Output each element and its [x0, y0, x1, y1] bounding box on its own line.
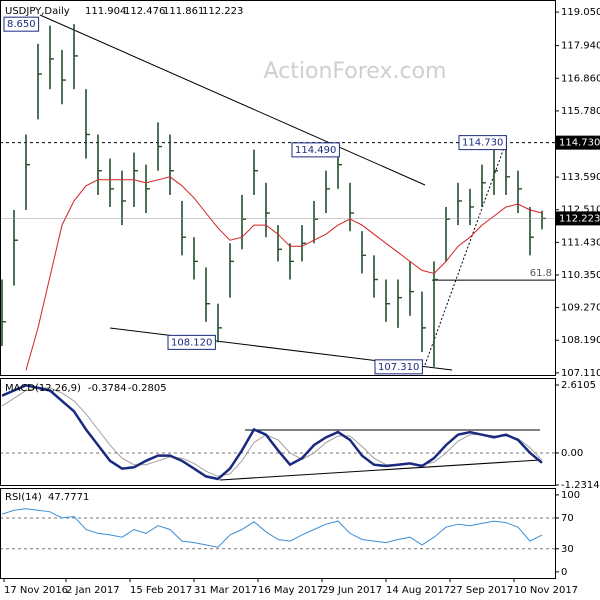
x-tick-label: 16 May 2017: [258, 585, 323, 596]
y-tick-label: 0: [561, 567, 567, 578]
y-tick-label: 119.050: [561, 7, 600, 18]
annotation-box: [291, 142, 340, 158]
annotation-box: [3, 16, 40, 32]
price-box: [556, 211, 600, 226]
y-tick-label: 110.350: [561, 270, 600, 281]
y-tick-label: 113.590: [561, 172, 600, 183]
x-tick-label: 29 Jun 2017: [322, 585, 382, 596]
annotation-label: 8.650: [7, 19, 36, 30]
macd-frame: [0, 378, 556, 486]
annotation-label: 114.730: [462, 138, 503, 149]
y-tick-label: 30: [561, 544, 574, 555]
x-tick-label: 27 Sep 2017: [450, 585, 513, 596]
x-tick-label: 15 Feb 2017: [130, 585, 192, 596]
price-frame: [0, 0, 556, 376]
trend-line: [39, 14, 426, 186]
annotation-box: [167, 334, 216, 350]
x-tick-label: 17 Nov 2016: [4, 585, 68, 596]
watermark: ActionForex.com: [264, 59, 447, 84]
rsi-title: RSI(14): [5, 492, 42, 503]
x-tick-label: 31 Mar 2017: [194, 585, 257, 596]
y-tick-label: 70: [561, 513, 574, 524]
macd-value: -0.3784: [88, 383, 127, 394]
y-tick-label: 2.6105: [561, 380, 596, 391]
y-tick-label: 112.510: [561, 205, 600, 216]
symbol-title: USDJPY,Daily: [5, 6, 70, 17]
annotation-label: 107.310: [378, 362, 419, 373]
rsi-value: 47.7771: [48, 492, 89, 503]
y-tick-label: 100: [561, 490, 580, 501]
quote-low: 111.861: [163, 6, 204, 17]
macd-signal: [1, 387, 543, 477]
x-tick-label: 14 Aug 2017: [386, 585, 450, 596]
y-tick-label: 0.00: [561, 448, 583, 459]
y-tick-label: 107.110: [561, 368, 600, 379]
annotation-box: [374, 359, 423, 375]
x-tick-label: 2 Jan 2017: [66, 585, 120, 596]
y-tick-label: 117.940: [561, 41, 600, 52]
level-label: 114.730: [559, 138, 600, 149]
moving-average: [25, 176, 543, 371]
fib-label: 61.8: [530, 268, 552, 279]
y-tick-label: 115.780: [561, 106, 600, 117]
trend-line: [219, 459, 541, 481]
level-box: [556, 135, 600, 150]
annotation-label: 114.490: [295, 145, 336, 156]
rsi-line: [1, 508, 543, 548]
macd-line: [1, 383, 543, 481]
y-tick-label: 108.190: [561, 335, 600, 346]
y-tick-label: -1.2314: [561, 480, 600, 491]
quote-open: 111.904: [85, 6, 126, 17]
y-tick-label: 109.270: [561, 303, 600, 314]
annotation-box: [458, 135, 507, 151]
rsi-frame: [0, 488, 556, 579]
quote-high: 112.476: [124, 6, 165, 17]
macd-title: MACD(12,26,9): [5, 383, 81, 394]
y-tick-label: 116.860: [561, 73, 600, 84]
quote-close: 112.223: [202, 6, 243, 17]
signal-value: -0.2805: [128, 383, 167, 394]
x-tick-label: 10 Nov 2017: [514, 585, 578, 596]
y-tick-label: 111.430: [561, 237, 600, 248]
trend-line: [424, 144, 506, 366]
price-label: 112.223: [559, 213, 600, 224]
annotation-label: 108.120: [171, 337, 212, 348]
